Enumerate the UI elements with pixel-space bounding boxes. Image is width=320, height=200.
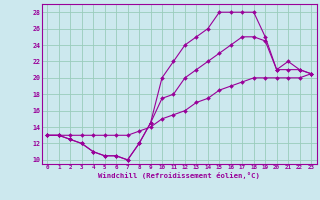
X-axis label: Windchill (Refroidissement éolien,°C): Windchill (Refroidissement éolien,°C) — [98, 172, 260, 179]
